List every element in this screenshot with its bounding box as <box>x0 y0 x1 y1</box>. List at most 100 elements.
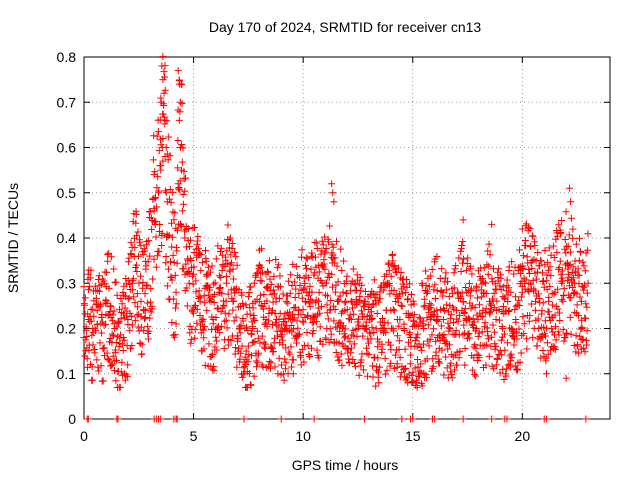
data-point <box>565 184 573 192</box>
data-point <box>436 359 444 367</box>
data-point <box>128 312 136 320</box>
data-point <box>287 321 295 329</box>
data-point <box>144 258 152 266</box>
data-point <box>490 365 498 373</box>
data-point <box>242 301 250 309</box>
data-point <box>248 352 256 360</box>
data-point <box>147 298 155 306</box>
data-point <box>582 314 590 322</box>
data-point <box>355 371 363 379</box>
data-point <box>580 262 588 270</box>
data-point <box>442 269 450 277</box>
data-point <box>164 265 172 273</box>
data-point <box>544 266 552 274</box>
data-point <box>515 325 523 333</box>
data-point <box>153 252 161 260</box>
data-point <box>569 225 577 233</box>
data-point <box>173 247 181 255</box>
data-point <box>531 287 539 295</box>
data-point <box>564 277 572 285</box>
data-point <box>566 313 574 321</box>
data-point <box>552 336 560 344</box>
data-point <box>422 371 430 379</box>
data-point <box>233 261 241 269</box>
data-point <box>361 287 369 295</box>
data-point <box>162 189 170 197</box>
data-point <box>145 237 153 245</box>
data-point <box>112 377 120 385</box>
data-point <box>158 241 166 249</box>
data-point <box>462 266 470 274</box>
data-point <box>539 347 547 355</box>
data-points <box>80 52 592 423</box>
data-point <box>192 288 200 296</box>
data-point <box>545 308 553 316</box>
data-point <box>87 317 95 325</box>
data-point <box>423 314 431 322</box>
data-point <box>212 255 220 263</box>
data-point <box>446 302 454 310</box>
data-point <box>472 325 480 332</box>
data-point <box>128 342 136 350</box>
data-point <box>142 282 150 290</box>
data-point <box>403 284 411 292</box>
data-point <box>381 370 389 378</box>
data-point <box>369 301 377 309</box>
data-point <box>347 349 355 357</box>
data-point <box>282 358 290 366</box>
data-point <box>420 340 428 348</box>
data-point <box>496 282 504 290</box>
data-point <box>291 278 299 286</box>
data-point <box>501 346 509 354</box>
data-point <box>159 52 167 60</box>
data-point <box>394 298 402 306</box>
data-point <box>281 365 289 373</box>
data-point <box>547 272 555 280</box>
data-point <box>508 354 516 362</box>
data-point <box>126 326 134 334</box>
data-point <box>139 278 147 286</box>
data-point <box>534 290 542 298</box>
data-point <box>482 290 490 298</box>
data-point <box>445 293 453 301</box>
data-point <box>357 362 365 370</box>
data-point <box>215 324 223 332</box>
data-point <box>125 254 133 262</box>
data-point <box>244 358 252 366</box>
data-point <box>134 303 142 311</box>
data-point <box>367 308 375 316</box>
data-point <box>488 333 496 341</box>
data-point <box>446 314 454 322</box>
data-point <box>275 261 283 269</box>
data-point <box>386 290 394 298</box>
data-point <box>347 344 355 352</box>
data-point <box>294 324 302 332</box>
data-point <box>539 299 547 307</box>
data-point <box>463 289 471 297</box>
data-point <box>281 355 289 363</box>
data-point <box>218 323 226 331</box>
data-point <box>243 323 251 331</box>
data-point <box>298 246 306 254</box>
data-point <box>90 312 98 320</box>
data-point <box>567 248 575 256</box>
data-point <box>304 311 312 319</box>
data-point <box>148 305 156 313</box>
data-point <box>288 282 296 290</box>
data-point <box>138 350 146 358</box>
y-tick-label: 0.2 <box>57 321 77 337</box>
data-point <box>159 110 167 118</box>
data-point <box>543 271 551 279</box>
data-point <box>89 305 97 313</box>
data-point <box>158 229 166 237</box>
data-point <box>276 272 284 280</box>
data-point <box>425 283 433 291</box>
data-point <box>387 272 395 280</box>
data-point <box>352 281 360 289</box>
data-point <box>356 292 364 300</box>
data-point <box>102 320 110 328</box>
data-point <box>133 290 141 298</box>
data-point <box>84 286 92 294</box>
data-point <box>410 379 418 387</box>
data-point <box>438 265 446 273</box>
